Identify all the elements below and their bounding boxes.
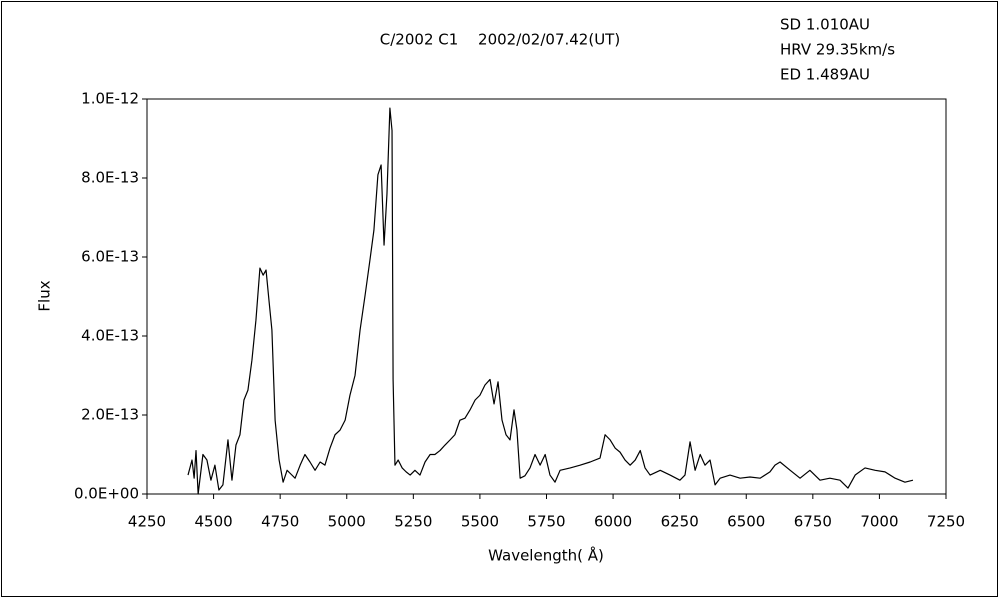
x-tick-label: 6250 [661,513,699,531]
y-tick-label: 0.0E+00 [74,485,139,503]
chart-title: C/2002 C1 2002/02/07.42(UT) [380,31,620,49]
annotation: HRV 29.35km/s [780,41,895,59]
annotation: ED 1.489AU [780,66,870,84]
x-tick-label: 4250 [128,513,166,531]
y-axis-label: Flux [36,280,54,311]
x-tick-label: 5750 [527,513,565,531]
x-tick-label: 4500 [194,513,232,531]
spectrum-line [187,107,914,495]
y-tick-label: 8.0E-13 [81,169,139,187]
y-tick-label: 4.0E-13 [81,327,139,345]
x-tick-label: 7250 [927,513,965,531]
x-tick-label: 5000 [328,513,366,531]
x-tick-label: 5250 [394,513,432,531]
x-axis-label: Wavelength( Å) [488,546,604,565]
x-tick-label: 4750 [261,513,299,531]
y-tick-label: 6.0E-13 [81,248,139,266]
x-tick-label: 7000 [860,513,898,531]
x-tick-label: 6500 [727,513,765,531]
y-tick-label: 2.0E-13 [81,406,139,424]
x-tick-label: 5500 [461,513,499,531]
annotation: SD 1.010AU [780,16,870,34]
x-tick-label: 6000 [594,513,632,531]
x-tick-label: 6750 [794,513,832,531]
y-tick-label: 1.0E-12 [81,90,139,108]
